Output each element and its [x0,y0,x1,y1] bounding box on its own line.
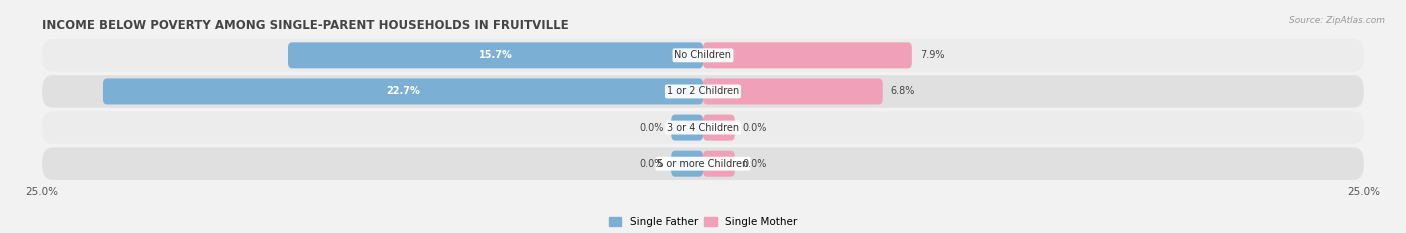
FancyBboxPatch shape [42,111,1364,144]
FancyBboxPatch shape [671,151,703,177]
FancyBboxPatch shape [703,42,912,68]
Text: 6.8%: 6.8% [890,86,915,96]
Text: 15.7%: 15.7% [478,50,512,60]
FancyBboxPatch shape [103,79,703,104]
FancyBboxPatch shape [42,39,1364,72]
FancyBboxPatch shape [703,151,735,177]
FancyBboxPatch shape [42,147,1364,180]
FancyBboxPatch shape [671,115,703,140]
Text: 0.0%: 0.0% [638,123,664,133]
FancyBboxPatch shape [288,42,703,68]
Legend: Single Father, Single Mother: Single Father, Single Mother [605,213,801,231]
Text: 0.0%: 0.0% [638,159,664,169]
Text: 7.9%: 7.9% [920,50,945,60]
FancyBboxPatch shape [703,115,735,140]
Text: 3 or 4 Children: 3 or 4 Children [666,123,740,133]
Text: 0.0%: 0.0% [742,123,768,133]
Text: 22.7%: 22.7% [387,86,420,96]
Text: Source: ZipAtlas.com: Source: ZipAtlas.com [1289,16,1385,25]
Text: INCOME BELOW POVERTY AMONG SINGLE-PARENT HOUSEHOLDS IN FRUITVILLE: INCOME BELOW POVERTY AMONG SINGLE-PARENT… [42,19,569,32]
Text: 1 or 2 Children: 1 or 2 Children [666,86,740,96]
Text: 5 or more Children: 5 or more Children [658,159,748,169]
FancyBboxPatch shape [42,75,1364,108]
Text: No Children: No Children [675,50,731,60]
FancyBboxPatch shape [703,79,883,104]
Text: 0.0%: 0.0% [742,159,768,169]
